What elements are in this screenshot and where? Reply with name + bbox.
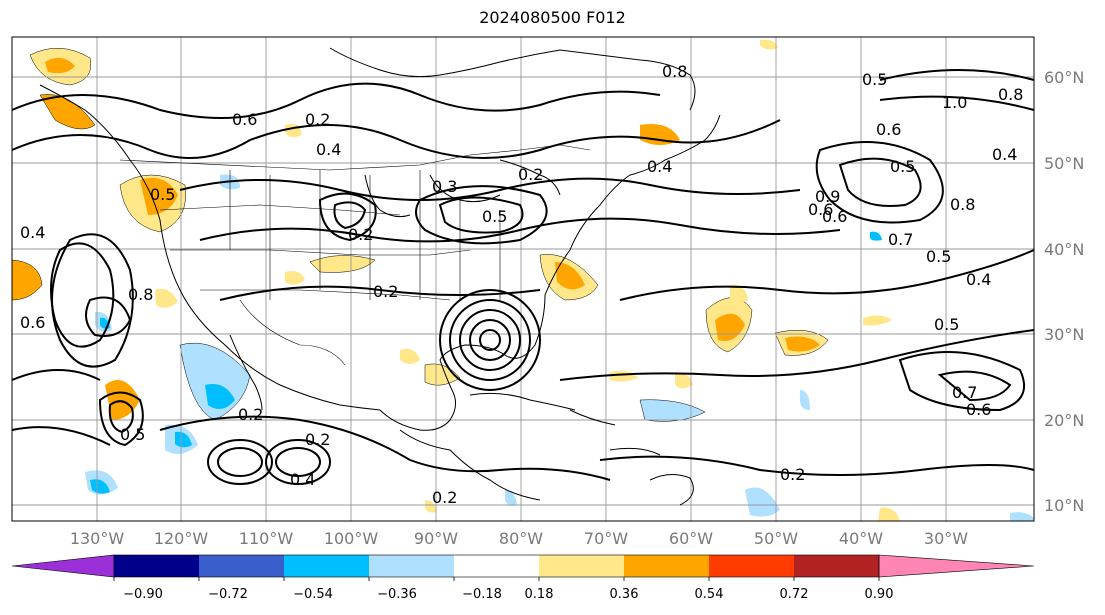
contour-label: 0.8 <box>662 62 687 81</box>
colorbar-segment <box>624 555 709 577</box>
colorbar-tick-label: 0.54 <box>695 587 724 602</box>
lat-label: 30°N <box>1044 325 1084 344</box>
map-title: 2024080500 F012 <box>479 8 626 27</box>
colorbar-tick-label: −0.54 <box>293 587 333 602</box>
contour-label: 0.5 <box>482 207 507 226</box>
colorbar-tick-label: 0.36 <box>610 587 639 602</box>
contour-label: 0.5 <box>890 157 915 176</box>
contour-label: 0.5 <box>120 425 145 444</box>
contour-label: 0.5 <box>862 70 887 89</box>
contour-label: 0.5 <box>926 247 951 266</box>
lon-label: 100°W <box>324 529 379 548</box>
colorbar-segment <box>794 555 879 577</box>
contour-label: 0.6 <box>876 120 901 139</box>
lon-label: 130°W <box>70 529 125 548</box>
contour-label: 1.0 <box>942 93 967 112</box>
contour-label: 0.7 <box>952 383 977 402</box>
lon-label: 40°W <box>839 529 883 548</box>
contour-label: 0.2 <box>238 405 263 424</box>
contour-label: 0.5 <box>150 185 175 204</box>
contour-label: 0.6 <box>966 400 991 419</box>
contour-label: 0.6 <box>232 110 257 129</box>
contour-label: 0.8 <box>950 195 975 214</box>
contour-label: 0.2 <box>780 465 805 484</box>
contour-label: 0.9 <box>815 187 840 206</box>
contour-label: 0.2 <box>518 165 543 184</box>
lon-label: 80°W <box>499 529 543 548</box>
lon-label: 110°W <box>239 529 294 548</box>
lon-label: 70°W <box>584 529 628 548</box>
map-frame <box>11 36 1035 522</box>
colorbar-segment <box>199 555 284 577</box>
lon-label: 60°W <box>669 529 713 548</box>
contour-label: 0.6 <box>20 313 45 332</box>
colorbar-segment <box>454 555 539 577</box>
contour-labels-group: 0.2 0.8 0.6 0.2 0.4 0.3 0.5 0.2 0.5 1.0 … <box>20 62 1023 507</box>
latitude-labels: 60°N 50°N 40°N 30°N 20°N 10°N <box>1044 68 1084 515</box>
lat-label: 10°N <box>1044 496 1084 515</box>
contour-label: 0.7 <box>888 230 913 249</box>
lon-label: 30°W <box>924 529 968 548</box>
colorbar-segment <box>709 555 794 577</box>
lon-label: 90°W <box>414 529 458 548</box>
shaded-anomalies <box>11 39 1034 521</box>
colorbar-tick-label: −0.18 <box>462 587 502 602</box>
colorbar-tick-label: −0.90 <box>123 587 163 602</box>
colorbar-tick-label: 0.72 <box>780 587 809 602</box>
contour-label: 0.4 <box>20 223 45 242</box>
contour-label: 0.4 <box>290 470 315 489</box>
contour-lines <box>11 69 1035 485</box>
colorbar-segment <box>539 555 624 577</box>
contour-label: 0.8 <box>998 85 1023 104</box>
contour-label: 0.2 <box>305 430 330 449</box>
lat-label: 60°N <box>1044 68 1084 87</box>
contour-label: 0.5 <box>934 315 959 334</box>
contour-label: 0.2 <box>348 225 373 244</box>
longitude-labels: 130°W 120°W 110°W 100°W 90°W 80°W 70°W 6… <box>70 529 968 548</box>
colorbar-segment <box>114 555 199 577</box>
contour-label: 0.6 <box>822 207 847 226</box>
colorbar: −0.90 −0.72 −0.54 −0.36 −0.18 0.18 0.36 … <box>11 554 1035 602</box>
colorbar-extend-low <box>11 554 115 578</box>
contour-label: 0.4 <box>966 270 991 289</box>
colorbar-tick-label: 0.90 <box>865 587 894 602</box>
lon-label: 50°W <box>754 529 798 548</box>
lat-label: 20°N <box>1044 411 1084 430</box>
colorbar-tick-label: 0.18 <box>525 587 554 602</box>
contour-label: 0.8 <box>128 285 153 304</box>
colorbar-tick-label: −0.72 <box>208 587 248 602</box>
lon-label: 120°W <box>154 529 209 548</box>
colorbar-tick-label: −0.36 <box>377 587 417 602</box>
contour-label: 0.2 <box>373 282 398 301</box>
colorbar-segment <box>284 555 369 577</box>
lat-label: 40°N <box>1044 240 1084 259</box>
contour-label: 0.4 <box>316 140 341 159</box>
contour-label: 0.3 <box>432 177 457 196</box>
lat-label: 50°N <box>1044 154 1084 173</box>
contour-label: 0.2 <box>432 488 457 507</box>
contour-label: 0.4 <box>992 145 1017 164</box>
colorbar-segment <box>369 555 454 577</box>
contour-label: 0.2 <box>305 110 330 129</box>
contour-label: 0.6 <box>808 200 833 219</box>
colorbar-extend-high <box>878 554 1035 578</box>
contour-label: 0.4 <box>647 157 672 176</box>
coastlines <box>39 47 721 506</box>
